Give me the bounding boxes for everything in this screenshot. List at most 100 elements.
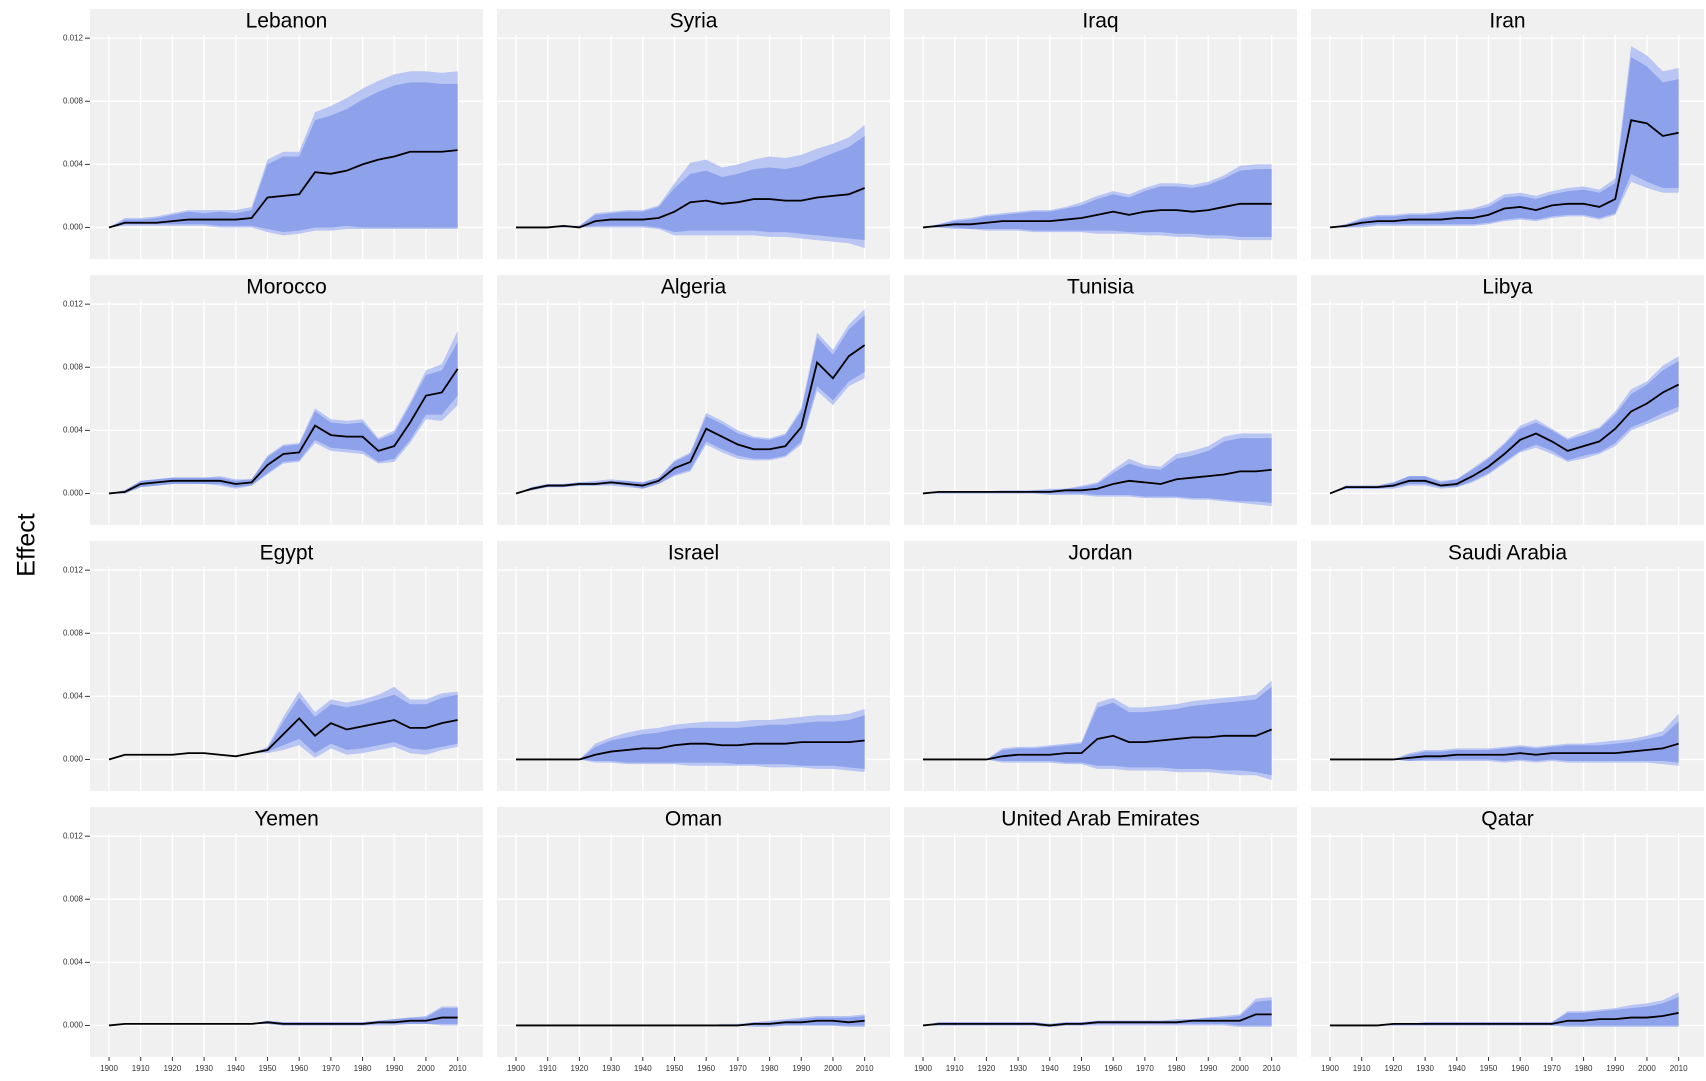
x-tick-label: 2010 — [1263, 1064, 1281, 1073]
inner-band — [923, 686, 1272, 776]
y-tick-label: 0.008 — [63, 628, 84, 637]
x-tick-label: 2000 — [1231, 1064, 1249, 1073]
x-tick-label: 1990 — [792, 1064, 810, 1073]
y-tick-label: 0.000 — [63, 1021, 84, 1030]
x-tick-label: 1910 — [1353, 1064, 1371, 1073]
x-tick-label: 1950 — [1073, 1064, 1091, 1073]
y-axis-label: Effect — [13, 513, 41, 577]
outer-band — [1330, 46, 1679, 228]
line — [923, 728, 1272, 761]
line — [108, 717, 458, 761]
x-tick-label: 1990 — [1199, 1064, 1217, 1073]
line — [1329, 383, 1680, 495]
line — [922, 202, 1272, 229]
x-tick-label: 1900 — [507, 1064, 525, 1073]
x-tick-label: 2000 — [417, 1064, 435, 1073]
x-tick-label: 2000 — [824, 1064, 842, 1073]
panel-title: Yemen — [254, 808, 319, 831]
x-tick-label: 1950 — [259, 1064, 277, 1073]
inner-band — [1330, 360, 1679, 494]
inner-band — [923, 1000, 1272, 1028]
x-tick-label: 2010 — [856, 1064, 874, 1073]
x-tick-label: 1990 — [385, 1064, 403, 1073]
x-tick-label: 1980 — [1168, 1064, 1186, 1073]
panel-background — [497, 807, 890, 1057]
panel-title: Algeria — [661, 276, 727, 299]
panel-title: Iraq — [1082, 10, 1118, 33]
y-tick-label: 0.004 — [63, 691, 84, 700]
x-tick-label: 1920 — [164, 1064, 182, 1073]
inner-band — [1330, 997, 1679, 1026]
line — [516, 1019, 865, 1027]
x-tick-label: 1900 — [100, 1064, 118, 1073]
x-tick-label: 1960 — [697, 1064, 715, 1073]
x-tick-label: 1900 — [1321, 1064, 1339, 1073]
x-tick-label: 2010 — [449, 1064, 467, 1073]
x-tick-label: 1970 — [729, 1064, 747, 1073]
x-tick-label: 1910 — [539, 1064, 557, 1073]
inner-band — [923, 438, 1272, 503]
x-tick-label: 1930 — [1009, 1064, 1027, 1073]
y-tick-label: 0.004 — [63, 425, 84, 434]
line — [922, 468, 1272, 495]
x-tick-label: 1950 — [666, 1064, 684, 1073]
line — [515, 344, 866, 495]
panel-title: Egypt — [260, 542, 314, 565]
x-tick-label: 1910 — [946, 1064, 964, 1073]
x-tick-label: 1930 — [1416, 1064, 1434, 1073]
x-tick-label: 1970 — [322, 1064, 340, 1073]
x-tick-label: 1920 — [571, 1064, 589, 1073]
panel-title: Morocco — [246, 276, 327, 299]
panel-title: Saudi Arabia — [1448, 542, 1567, 565]
x-tick-label: 1960 — [1511, 1064, 1529, 1073]
x-tick-label: 1920 — [978, 1064, 996, 1073]
inner-band — [109, 342, 458, 494]
line — [922, 1013, 1272, 1027]
y-tick-label: 0.000 — [63, 489, 84, 498]
line — [1329, 119, 1679, 229]
panel-title: Tunisia — [1067, 276, 1134, 299]
x-tick-label: 1920 — [1385, 1064, 1403, 1073]
y-tick-label: 0.000 — [63, 755, 84, 764]
outer-band — [923, 997, 1272, 1028]
panel-title: Oman — [665, 808, 722, 831]
inner-band — [109, 82, 458, 233]
panel-title: Qatar — [1481, 808, 1534, 831]
y-tick-label: 0.000 — [63, 223, 84, 232]
panel-title: Libya — [1482, 276, 1533, 299]
x-tick-label: 1900 — [914, 1064, 932, 1073]
y-tick-label: 0.004 — [63, 159, 84, 168]
y-tick-label: 0.008 — [63, 96, 84, 105]
x-tick-label: 2010 — [1670, 1064, 1688, 1073]
x-tick-label: 1970 — [1543, 1064, 1561, 1073]
x-tick-label: 1980 — [761, 1064, 779, 1073]
x-tick-label: 1950 — [1480, 1064, 1498, 1073]
panel-background — [90, 807, 483, 1057]
inner-band — [923, 169, 1272, 237]
x-tick-label: 1990 — [1606, 1064, 1624, 1073]
panel-title: United Arab Emirates — [1001, 808, 1199, 831]
panel-title: Israel — [668, 542, 719, 565]
line — [516, 187, 865, 229]
panel-background — [497, 275, 890, 525]
y-tick-label: 0.012 — [63, 565, 84, 574]
panel-title: Jordan — [1068, 542, 1132, 565]
x-tick-label: 1980 — [354, 1064, 372, 1073]
x-tick-label: 1930 — [602, 1064, 620, 1073]
inner-band — [516, 315, 865, 494]
line — [108, 368, 459, 495]
inner-band — [516, 715, 865, 769]
x-tick-label: 1960 — [1104, 1064, 1122, 1073]
x-tick-label: 2000 — [1638, 1064, 1656, 1073]
line — [1330, 1011, 1679, 1027]
x-tick-label: 1940 — [1448, 1064, 1466, 1073]
inner-band — [1330, 57, 1679, 228]
line — [516, 739, 865, 761]
y-tick-label: 0.008 — [63, 894, 84, 903]
x-tick-label: 1940 — [634, 1064, 652, 1073]
panel-title: Iran — [1489, 10, 1525, 33]
x-tick-label: 1980 — [1575, 1064, 1593, 1073]
panel-title: Lebanon — [246, 10, 328, 33]
